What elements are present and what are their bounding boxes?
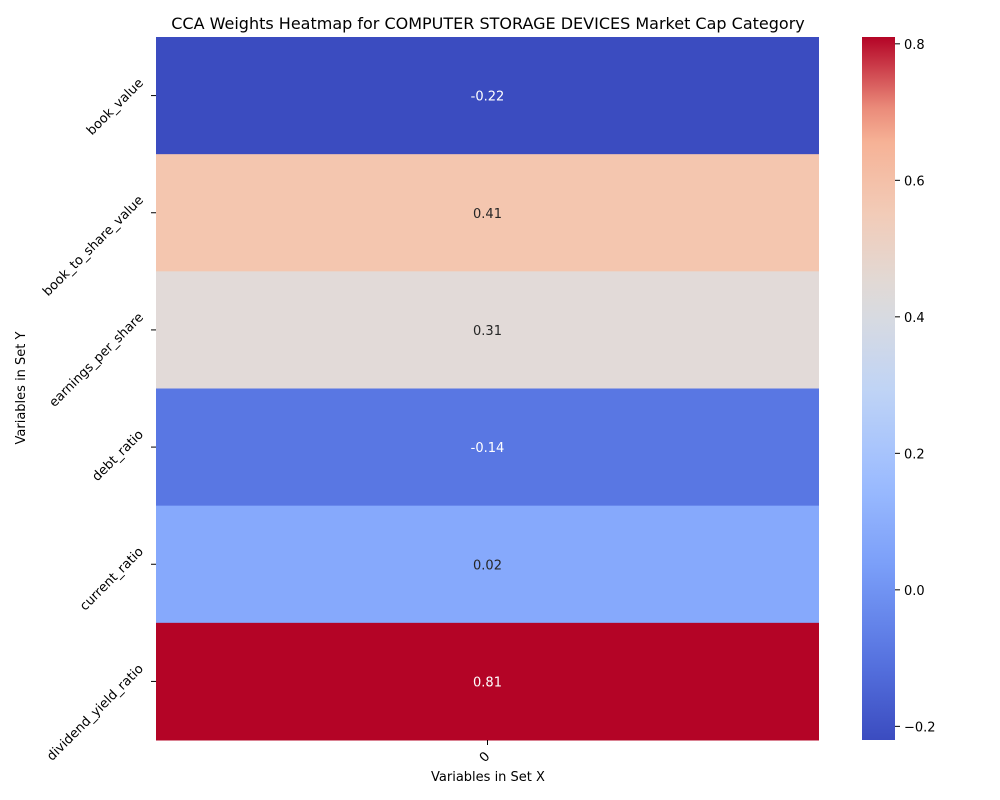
colorbar-tick-label: 0.0 <box>904 584 925 599</box>
heatmap-cell-earnings-per-share <box>156 271 819 389</box>
y-tick-label: debt_ratio <box>89 427 146 484</box>
heatmap-cell-current-ratio <box>156 505 819 624</box>
colorbar-tick-label: 0.6 <box>904 174 925 189</box>
heatmap-cell-debt-ratio <box>156 388 819 507</box>
cell-value-label: -0.22 <box>471 90 505 105</box>
x-axis-label: Variables in Set X <box>431 770 545 785</box>
x-tick-label: 0 <box>477 749 493 765</box>
y-tick-labels: book_value book_to_share_valueearnings_pe… <box>40 76 156 764</box>
heatmap-cell-book-to-share-value <box>156 154 819 272</box>
colorbar-tick-label: 0.2 <box>904 447 925 462</box>
colorbar <box>862 37 895 740</box>
colorbar-tick-label: −0.2 <box>904 720 936 735</box>
y-tick-label: book_to_share_value <box>40 193 147 300</box>
colorbar-tick-label: 0.4 <box>904 311 925 326</box>
y-axis-label: Variables in Set Y <box>14 331 29 444</box>
y-tick-label: earnings_per_share <box>47 310 147 410</box>
x-tick-labels: 0 <box>477 740 493 766</box>
heatmap-cell-book-value <box>156 37 819 155</box>
colorbar-ticks: −0.2 0.0 0.2 0.4 0.6 0.8 <box>895 38 936 735</box>
chart-title: CCA Weights Heatmap for COMPUTER STORAGE… <box>171 14 804 33</box>
heatmap-cell-dividend-yield-ratio <box>156 622 819 741</box>
cell-value-label: 0.02 <box>473 558 502 573</box>
heatmap-cells: -0.22 0.41 0.31 -0.14 0.02 0.81 <box>156 37 819 741</box>
cell-value-label: 0.81 <box>473 675 502 690</box>
cell-value-label: 0.41 <box>473 207 502 222</box>
y-tick-label: dividend_yield_ratio <box>44 662 147 765</box>
colorbar-tick-label: 0.8 <box>904 38 925 53</box>
y-tick-label: current_ratio <box>77 544 147 614</box>
y-tick-label: book_value <box>84 76 147 139</box>
cell-value-label: 0.31 <box>473 324 502 339</box>
cell-value-label: -0.14 <box>471 441 505 456</box>
